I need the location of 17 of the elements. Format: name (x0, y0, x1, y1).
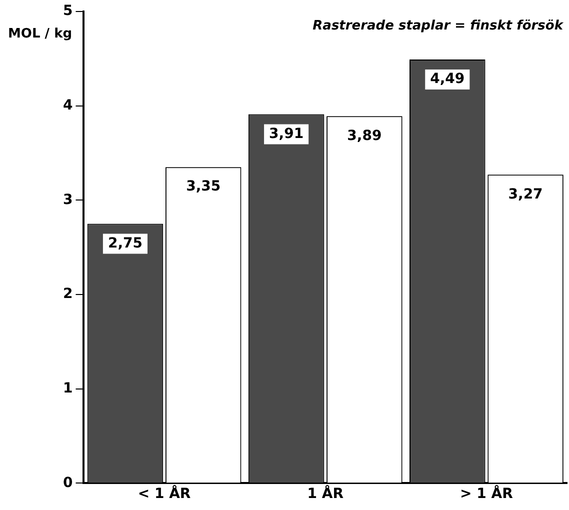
y-axis-title: MOL / kg (8, 26, 72, 42)
y-tick-label: 0 (62, 474, 73, 491)
y-tick-label: 2 (62, 286, 73, 302)
data-label: 2,75 (108, 235, 142, 252)
y-tick-label: 4 (62, 97, 73, 114)
annotation: Rastrerade staplar = finskt försök (312, 18, 564, 34)
x-tick-label: 1 ÅR (307, 485, 344, 502)
data-label: 3,35 (186, 178, 221, 195)
data-label: 3,89 (347, 128, 382, 144)
y-tick-label: 5 (62, 3, 73, 20)
data-label: 3,27 (508, 186, 543, 202)
data-label: 3,91 (269, 126, 304, 142)
x-tick-label: > 1 ÅR (460, 485, 514, 502)
x-tick-label: < 1 ÅR (138, 485, 191, 502)
y-tick-label: 3 (62, 192, 73, 208)
y-tick-label: 1 (62, 380, 73, 396)
data-label: 4,49 (430, 71, 465, 88)
